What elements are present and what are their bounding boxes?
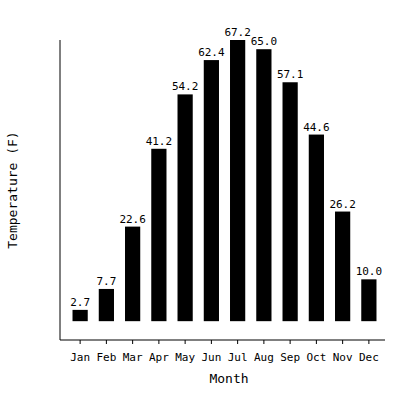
data-label: 54.2 xyxy=(172,80,199,93)
data-label: 65.0 xyxy=(251,35,278,48)
x-tick-label: May xyxy=(175,351,195,364)
x-tick-label: Apr xyxy=(149,351,169,364)
x-tick-label: Sep xyxy=(280,351,300,364)
x-tick xyxy=(368,340,369,344)
bar xyxy=(283,82,298,321)
data-label: 22.6 xyxy=(119,213,146,226)
y-axis xyxy=(60,40,61,340)
chart-svg: Jan Feb Mar Apr May Jun Jul Aug Sep Oct Nov Dec 2.7 7… xyxy=(0,0,400,400)
x-tick-label: Aug xyxy=(254,351,274,364)
bar xyxy=(73,310,88,321)
x-tick-label: Nov xyxy=(333,351,353,364)
bar xyxy=(309,135,324,322)
x-tick-label: Jan xyxy=(70,351,90,364)
x-axis-label: Month xyxy=(209,371,248,386)
bar xyxy=(99,289,114,321)
chart-container: Jan Feb Mar Apr May Jun Jul Aug Sep Oct Nov Dec 2.7 7… xyxy=(0,0,400,400)
bar xyxy=(125,227,140,322)
data-label: 2.7 xyxy=(70,296,90,309)
y-axis-label: Temperature (F) xyxy=(5,131,20,248)
bar xyxy=(204,60,219,321)
x-tick-label: Oct xyxy=(306,351,326,364)
x-tick xyxy=(158,340,159,344)
data-label: 57.1 xyxy=(277,68,304,81)
x-tick-label: Feb xyxy=(96,351,116,364)
bar xyxy=(256,49,271,321)
data-label: 10.0 xyxy=(356,265,383,278)
bar xyxy=(178,94,193,321)
data-label: 7.7 xyxy=(96,275,116,288)
bar xyxy=(361,279,376,321)
x-tick xyxy=(132,340,133,344)
bar xyxy=(151,149,166,321)
x-tick xyxy=(106,340,107,344)
x-tick xyxy=(342,340,343,344)
x-tick xyxy=(211,340,212,344)
data-label: 44.6 xyxy=(303,121,330,134)
x-tick xyxy=(80,340,81,344)
x-tick xyxy=(185,340,186,344)
data-label: 41.2 xyxy=(146,135,173,148)
x-tick xyxy=(237,340,238,344)
x-tick xyxy=(290,340,291,344)
bar xyxy=(335,212,350,322)
x-axis xyxy=(60,340,385,341)
x-tick-label: Jun xyxy=(201,351,221,364)
x-tick-label: Jul xyxy=(228,351,248,364)
data-label: 62.4 xyxy=(198,46,225,59)
x-tick xyxy=(263,340,264,344)
x-tick xyxy=(316,340,317,344)
bars xyxy=(73,40,377,321)
bar xyxy=(230,40,245,321)
data-label: 26.2 xyxy=(329,198,356,211)
data-label: 67.2 xyxy=(224,26,251,39)
x-tick-label: Mar xyxy=(123,351,143,364)
x-tick-label: Dec xyxy=(359,351,379,364)
